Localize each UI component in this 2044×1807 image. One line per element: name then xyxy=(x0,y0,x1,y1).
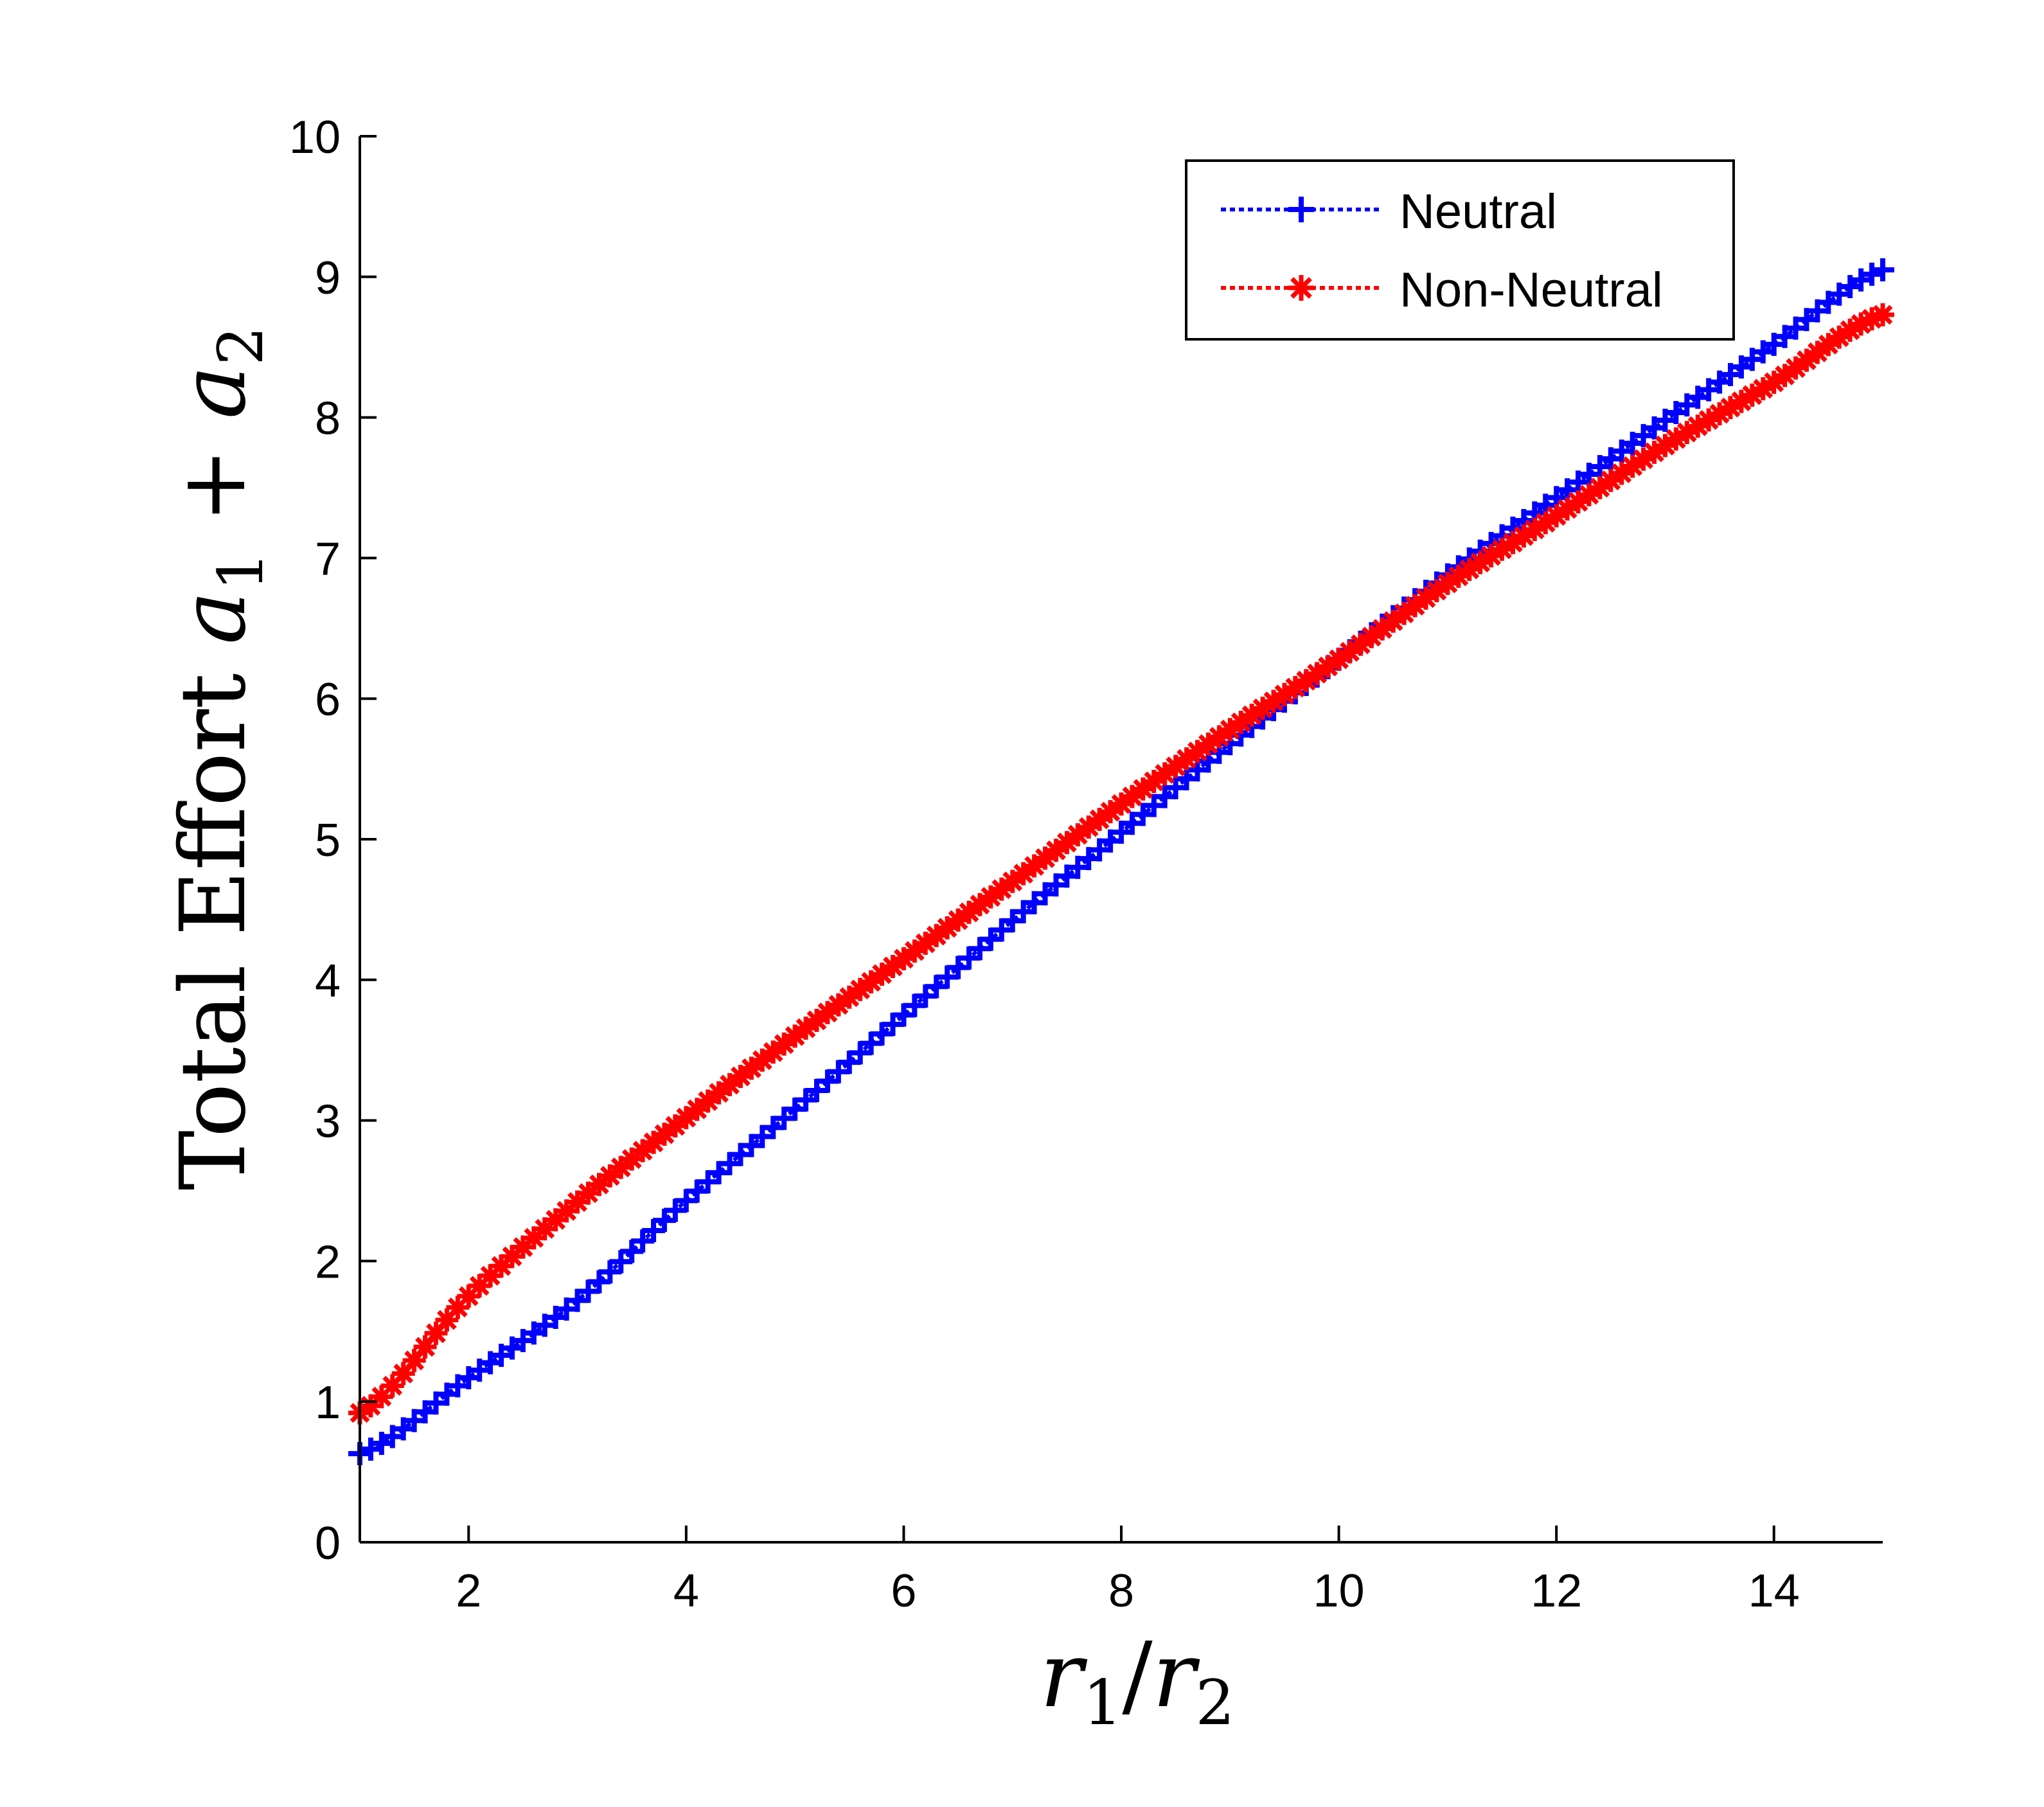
plus-marker xyxy=(1871,258,1894,281)
y-tick-label: 7 xyxy=(315,533,341,585)
asterisk-marker xyxy=(1871,303,1894,326)
y-tick-label: 1 xyxy=(315,1377,341,1429)
asterisk-marker xyxy=(1360,625,1383,648)
x-tick-label: 2 xyxy=(456,1565,481,1617)
asterisk-marker xyxy=(1468,551,1492,574)
legend: Neutral Non-Neutral xyxy=(1185,159,1735,341)
y-tick-label: 5 xyxy=(315,815,341,866)
plus-marker xyxy=(631,1229,655,1253)
y-tick-label: 3 xyxy=(315,1096,341,1148)
plus-marker xyxy=(609,1250,633,1274)
x-tick-label: 12 xyxy=(1531,1565,1582,1617)
x-tick-label: 14 xyxy=(1748,1565,1800,1617)
asterisk-marker xyxy=(468,1274,492,1297)
y-tick-label: 10 xyxy=(289,112,341,163)
series-line xyxy=(359,313,1884,1415)
y-tick-label: 0 xyxy=(315,1518,341,1569)
legend-label-neutral: Neutral xyxy=(1400,184,1557,239)
asterisk-marker xyxy=(1077,815,1101,839)
x-tick-label: 10 xyxy=(1313,1565,1365,1617)
asterisk-marker xyxy=(1033,846,1057,870)
y-tick-label: 4 xyxy=(315,956,341,1007)
plus-marker xyxy=(620,1240,644,1263)
series-neutral xyxy=(348,258,1894,1466)
legend-box xyxy=(1185,159,1735,341)
asterisk-marker xyxy=(1066,823,1090,847)
asterisk-marker xyxy=(707,1081,731,1105)
y-tick-label: 8 xyxy=(315,393,341,445)
x-tick-label: 8 xyxy=(1108,1565,1134,1617)
legend-sample-non-neutral xyxy=(1221,275,1382,301)
x-tick-label: 6 xyxy=(891,1565,916,1617)
asterisk-marker xyxy=(1501,531,1525,555)
series-non-neutral xyxy=(348,303,1894,1425)
asterisk-marker xyxy=(391,1362,415,1385)
x-tick-label: 4 xyxy=(673,1565,699,1617)
y-tick-label: 6 xyxy=(315,674,341,725)
series-layer xyxy=(348,258,1894,1466)
asterisk-marker xyxy=(380,1374,404,1398)
y-axis-title: Total Effort a1 + a2 xyxy=(161,326,277,1191)
x-axis-title: r1/r2 xyxy=(1040,1623,1234,1739)
legend-sample-neutral xyxy=(1221,197,1382,222)
y-tick-label: 9 xyxy=(315,253,341,304)
y-tick-label: 2 xyxy=(315,1236,341,1288)
asterisk-marker xyxy=(1110,792,1133,816)
asterisk-marker xyxy=(1288,275,1314,301)
plus-marker xyxy=(1860,262,1884,286)
plus-marker xyxy=(1288,197,1314,222)
legend-label-non-neutral: Non-Neutral xyxy=(1400,263,1663,317)
